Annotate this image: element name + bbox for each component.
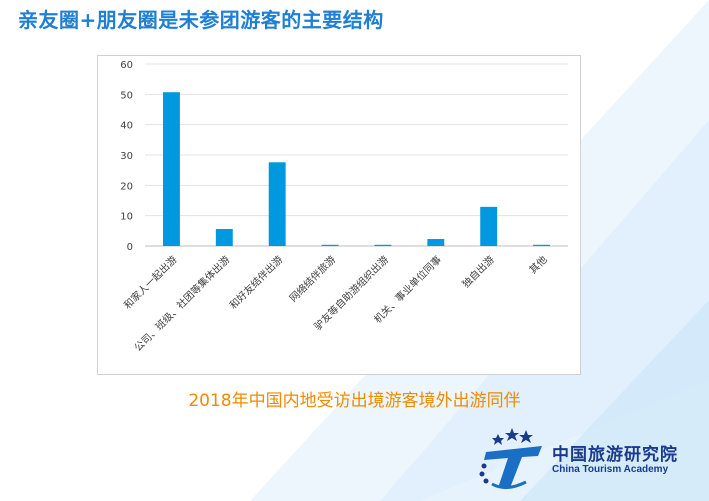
y-tick-label: 50 [120, 90, 133, 101]
logo-name-cn: 中国旅游研究院 [552, 445, 678, 465]
y-tick-label: 60 [120, 60, 133, 71]
y-tick-label: 0 [127, 242, 133, 253]
x-tick-label: 其他 [526, 253, 549, 276]
page-title: 亲友圈+朋友圈是未参团游客的主要结构 [18, 8, 384, 32]
chart-panel: 0 10 20 30 40 50 60 和家人一起出游 公司、班级、社团等集体出游 和好友结伴出游… [97, 55, 581, 375]
x-tick-label: 和家人一起出游 [121, 253, 180, 312]
bar [268, 162, 286, 246]
bar [215, 229, 233, 246]
y-tick-label: 20 [120, 181, 133, 192]
bar [321, 244, 339, 246]
x-tick-label: 公司、班级、社团等集体出游 [131, 253, 232, 354]
academy-logo: 中国旅游研究院 China Tourism Academy [472, 426, 702, 492]
logo-emblem-icon [479, 428, 542, 489]
x-tick-label: 独自出游 [459, 253, 496, 290]
bar [162, 92, 180, 247]
y-tick-label: 10 [120, 212, 133, 223]
y-tick-label: 30 [120, 151, 133, 162]
bar [427, 239, 445, 246]
bar [374, 244, 392, 246]
bar [480, 206, 498, 246]
x-tick-label: 网络结伴旅游 [287, 253, 339, 305]
y-tick-label: 40 [120, 121, 133, 132]
x-tick-label: 和好友结伴出游 [227, 253, 286, 312]
logo-name-en: China Tourism Academy [552, 464, 669, 475]
chart-title: 2018年中国内地受访出境游客境外出游同伴 [188, 391, 521, 411]
bar [533, 244, 551, 246]
bar-chart: 0 10 20 30 40 50 60 和家人一起出游公司、班级、社团等集体出游和好友结伴出游… [120, 60, 568, 354]
